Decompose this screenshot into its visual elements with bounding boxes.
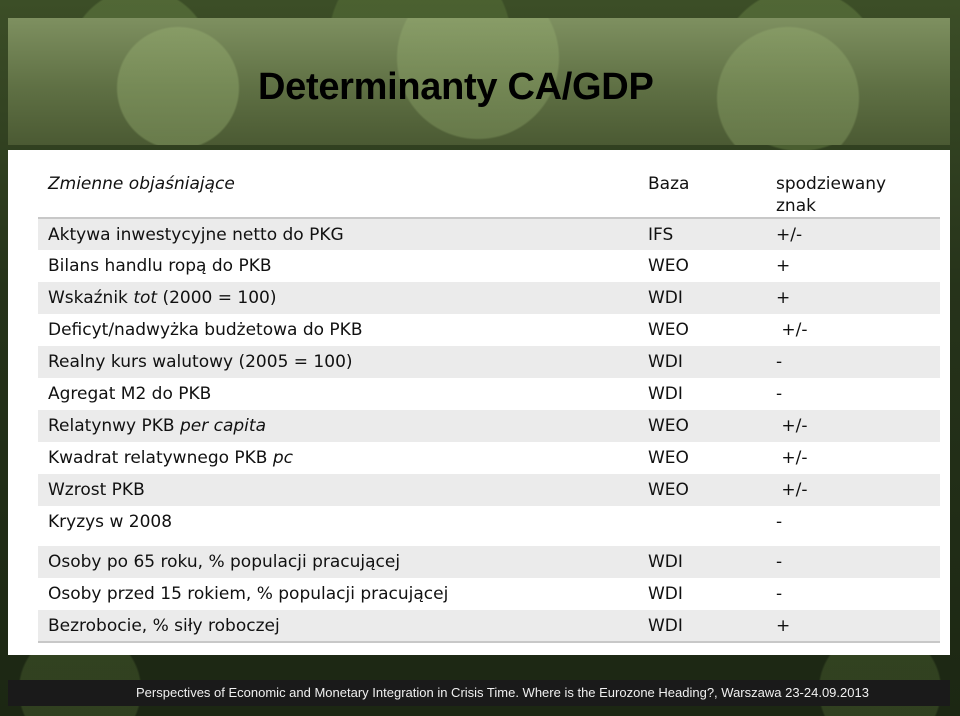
cell-source: WEO <box>648 416 689 436</box>
table-row: Deficyt/nadwyżka budżetowa do PKB WEO +/- <box>38 314 940 346</box>
table-row: Bilans handlu ropą do PKB WEO + <box>38 250 940 282</box>
cell-sign: - <box>776 384 783 404</box>
cell-sign: - <box>776 352 783 372</box>
cell-source: WEO <box>648 480 689 500</box>
table-row: Bezrobocie, % siły roboczej WDI + <box>38 610 940 642</box>
cell-source: WDI <box>648 616 683 636</box>
determinants-table: Zmienne objaśniające Baza spodziewany zn… <box>38 166 940 643</box>
cell-variable-suffix: (2000 = 100) <box>157 288 277 308</box>
cell-variable-italic: tot <box>133 288 158 308</box>
footer-text: Perspectives of Economic and Monetary In… <box>136 685 869 700</box>
cell-sign: +/- <box>776 320 808 340</box>
cell-variable-text: Kwadrat relatywnego PKB <box>48 448 273 468</box>
cell-variable: Deficyt/nadwyżka budżetowa do PKB <box>38 314 638 346</box>
cell-source: WDI <box>648 552 683 572</box>
cell-sign: + <box>776 616 791 636</box>
cell-variable-text: Kryzys w 2008 <box>48 512 173 532</box>
cell-variable: Wskaźnik tot (2000 = 100) <box>38 282 638 314</box>
cell-variable-text: Aktywa inwestycyjne netto do PKG <box>48 225 344 245</box>
cell-sign: +/- <box>776 448 808 468</box>
header-variable: Zmienne objaśniające <box>48 174 235 194</box>
cell-variable-text: Osoby po 65 roku, % populacji pracującej <box>48 552 401 572</box>
cell-variable: Wzrost PKB <box>38 474 638 506</box>
table-row: Osoby po 65 roku, % populacji pracującej… <box>38 546 940 578</box>
header-source: Baza <box>648 174 690 194</box>
cell-sign: - <box>776 512 783 532</box>
cell-variable-italic: per capita <box>179 416 266 436</box>
header-sign-label: spodziewany znak <box>776 174 887 216</box>
table-row: Osoby przed 15 rokiem, % populacji pracu… <box>38 578 940 610</box>
cell-variable-text: Relatynwy PKB <box>48 416 180 436</box>
cell-source: WDI <box>648 288 683 308</box>
cell-sign: + <box>776 256 791 276</box>
cell-sign: +/- <box>776 480 808 500</box>
cell-sign: - <box>776 552 783 572</box>
cell-variable: Agregat M2 do PKB <box>38 378 638 410</box>
table-header-row: Zmienne objaśniające Baza spodziewany zn… <box>38 166 940 218</box>
cell-source <box>638 506 766 546</box>
title-banner <box>8 18 950 145</box>
cell-sign: +/- <box>776 225 803 245</box>
cell-variable: Osoby przed 15 rokiem, % populacji pracu… <box>38 578 638 610</box>
cell-variable: Aktywa inwestycyjne netto do PKG <box>38 218 638 250</box>
cell-variable: Bilans handlu ropą do PKB <box>38 250 638 282</box>
footer-bar <box>8 680 950 706</box>
cell-variable: Kryzys w 2008 <box>38 506 638 546</box>
cell-source: WEO <box>648 448 689 468</box>
cell-variable: Realny kurs walutowy (2005 = 100) <box>38 346 638 378</box>
cell-variable-text: Wzrost PKB <box>48 480 145 500</box>
cell-variable-text: Deficyt/nadwyżka budżetowa do PKB <box>48 320 363 340</box>
cell-source: WDI <box>648 584 683 604</box>
cell-variable: Bezrobocie, % siły roboczej <box>38 610 638 642</box>
cell-source: WEO <box>648 320 689 340</box>
table-row: Kryzys w 2008 - <box>38 506 940 546</box>
cell-variable-text: Agregat M2 do PKB <box>48 384 212 404</box>
header-sign: spodziewany znak <box>766 166 940 218</box>
table-row: Agregat M2 do PKB WDI - <box>38 378 940 410</box>
cell-variable-text: Bezrobocie, % siły roboczej <box>48 616 280 636</box>
cell-source: WDI <box>648 352 683 372</box>
table-row: Wskaźnik tot (2000 = 100) WDI + <box>38 282 940 314</box>
cell-source: WDI <box>648 384 683 404</box>
cell-variable: Kwadrat relatywnego PKB pc <box>38 442 638 474</box>
table-row: Realny kurs walutowy (2005 = 100) WDI - <box>38 346 940 378</box>
cell-variable-text: Realny kurs walutowy (2005 = 100) <box>48 352 353 372</box>
cell-sign: +/- <box>776 416 808 436</box>
cell-sign: - <box>776 584 783 604</box>
table-row: Kwadrat relatywnego PKB pc WEO +/- <box>38 442 940 474</box>
table-row: Wzrost PKB WEO +/- <box>38 474 940 506</box>
cell-variable-italic: pc <box>272 448 294 468</box>
cell-variable: Osoby po 65 roku, % populacji pracującej <box>38 546 638 578</box>
table-row: Relatynwy PKB per capita WEO +/- <box>38 410 940 442</box>
cell-source: IFS <box>648 225 674 245</box>
table-row: Aktywa inwestycyjne netto do PKG IFS +/- <box>38 218 940 250</box>
cell-variable-text: Bilans handlu ropą do PKB <box>48 256 272 276</box>
content-panel <box>8 150 950 655</box>
cell-variable-text: Osoby przed 15 rokiem, % populacji pracu… <box>48 584 449 604</box>
slide-title: Determinanty CA/GDP <box>258 66 654 108</box>
cell-variable: Relatynwy PKB per capita <box>38 410 638 442</box>
cell-source: WEO <box>648 256 689 276</box>
cell-sign: + <box>776 288 791 308</box>
cell-variable-text: Wskaźnik <box>48 288 134 308</box>
